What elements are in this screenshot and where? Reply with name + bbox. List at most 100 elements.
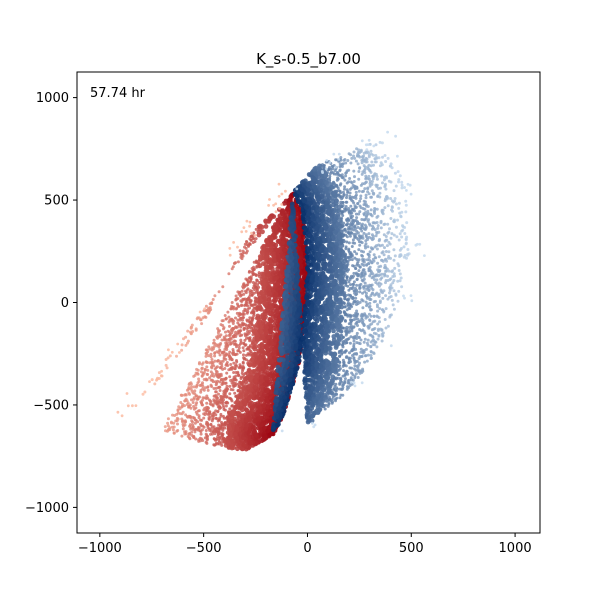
scatter-point bbox=[366, 186, 370, 190]
scatter-point bbox=[243, 379, 249, 385]
scatter-point bbox=[242, 356, 246, 360]
scatter-point bbox=[153, 382, 157, 386]
scatter-point bbox=[237, 323, 241, 327]
scatter-point bbox=[380, 339, 384, 343]
scatter-point bbox=[239, 338, 243, 342]
scatter-point bbox=[156, 376, 159, 380]
scatter-point bbox=[177, 405, 181, 409]
scatter-point bbox=[346, 159, 350, 162]
scatter-point bbox=[239, 392, 245, 398]
scatter-point bbox=[257, 405, 262, 410]
scatter-point bbox=[218, 440, 221, 444]
scatter-point bbox=[398, 174, 402, 178]
scatter-point bbox=[281, 230, 286, 236]
scatter-point bbox=[254, 285, 257, 289]
scatter-point bbox=[259, 422, 264, 428]
scatter-point bbox=[300, 280, 305, 286]
scatter-point bbox=[334, 382, 338, 386]
scatter-point bbox=[221, 367, 225, 371]
scatter-point bbox=[231, 318, 235, 322]
scatter-point bbox=[264, 238, 269, 244]
scatter-point bbox=[277, 182, 281, 186]
scatter-point bbox=[246, 363, 250, 367]
scatter-point bbox=[383, 206, 387, 210]
scatter-point bbox=[225, 384, 229, 388]
scatter-point bbox=[232, 361, 236, 365]
scatter-point bbox=[258, 329, 264, 334]
scatter-point bbox=[232, 431, 238, 437]
scatter-point bbox=[233, 364, 237, 368]
scatter-point bbox=[207, 345, 211, 349]
scatter-point bbox=[264, 344, 269, 350]
scatter-point bbox=[229, 363, 233, 366]
scatter-point bbox=[193, 430, 197, 434]
scatter-point bbox=[134, 404, 138, 407]
scatter-point bbox=[358, 286, 362, 290]
scatter-point bbox=[242, 282, 246, 286]
scatter-point bbox=[221, 380, 225, 384]
scatter-point bbox=[218, 380, 222, 384]
scatter-point bbox=[255, 288, 259, 292]
scatter-point bbox=[255, 416, 261, 422]
scatter-point bbox=[246, 383, 252, 389]
scatter-point bbox=[270, 331, 276, 337]
scatter-point bbox=[236, 304, 240, 308]
scatter-point bbox=[247, 395, 253, 401]
scatter-point bbox=[239, 342, 243, 346]
scatter-point bbox=[178, 351, 181, 354]
scatter-point bbox=[220, 423, 224, 426]
scatter-point bbox=[262, 433, 268, 439]
scatter-point bbox=[203, 367, 207, 371]
scatter-point bbox=[264, 398, 269, 404]
scatter-point bbox=[224, 377, 228, 381]
scatter-point bbox=[266, 297, 272, 302]
scatter-point bbox=[180, 343, 184, 347]
scatter-point bbox=[141, 392, 145, 396]
scatter-point bbox=[174, 419, 178, 423]
scatter-point bbox=[399, 215, 403, 219]
scatter-point bbox=[181, 427, 185, 431]
scatter-point bbox=[257, 263, 261, 266]
scatter-point bbox=[187, 386, 191, 389]
scatter-point bbox=[176, 342, 180, 346]
scatter-point bbox=[259, 342, 264, 348]
scatter-point bbox=[184, 430, 188, 434]
scatter-point bbox=[377, 255, 381, 259]
scatter-point bbox=[180, 434, 184, 438]
scatter-point bbox=[239, 293, 243, 297]
scatter-point bbox=[213, 294, 217, 298]
scatter-point bbox=[252, 344, 258, 350]
scatter-point bbox=[267, 304, 272, 309]
scatter-point bbox=[266, 259, 272, 265]
scatter-point bbox=[180, 417, 184, 421]
scatter-point bbox=[184, 393, 188, 397]
scatter-point bbox=[201, 403, 204, 407]
scatter-point bbox=[389, 217, 393, 220]
scatter-point bbox=[273, 304, 279, 310]
scatter-point bbox=[255, 265, 259, 269]
scatter-point bbox=[236, 245, 239, 249]
scatter-point bbox=[207, 413, 211, 417]
scatter-point bbox=[264, 247, 270, 252]
scatter-point bbox=[184, 432, 188, 436]
scatter-point bbox=[167, 348, 170, 352]
scatter-point bbox=[204, 429, 208, 432]
scatter-point bbox=[264, 388, 270, 394]
scatter-point bbox=[227, 338, 231, 341]
scatter-point bbox=[243, 297, 247, 301]
scatter-point bbox=[195, 412, 199, 416]
scatter-point bbox=[216, 402, 220, 406]
scatter-point bbox=[235, 360, 239, 364]
scatter-point bbox=[244, 358, 248, 362]
scatter-point bbox=[201, 361, 205, 365]
scatter-point bbox=[350, 245, 354, 248]
scatter-point bbox=[232, 339, 236, 343]
scatter-point bbox=[217, 329, 220, 333]
scatter-point bbox=[224, 317, 228, 321]
scatter-point bbox=[239, 255, 243, 259]
scatter-point bbox=[349, 204, 353, 208]
scatter-point bbox=[212, 338, 216, 342]
scatter-point bbox=[212, 430, 216, 434]
scatter-point bbox=[351, 264, 355, 268]
scatter-point bbox=[274, 308, 279, 314]
